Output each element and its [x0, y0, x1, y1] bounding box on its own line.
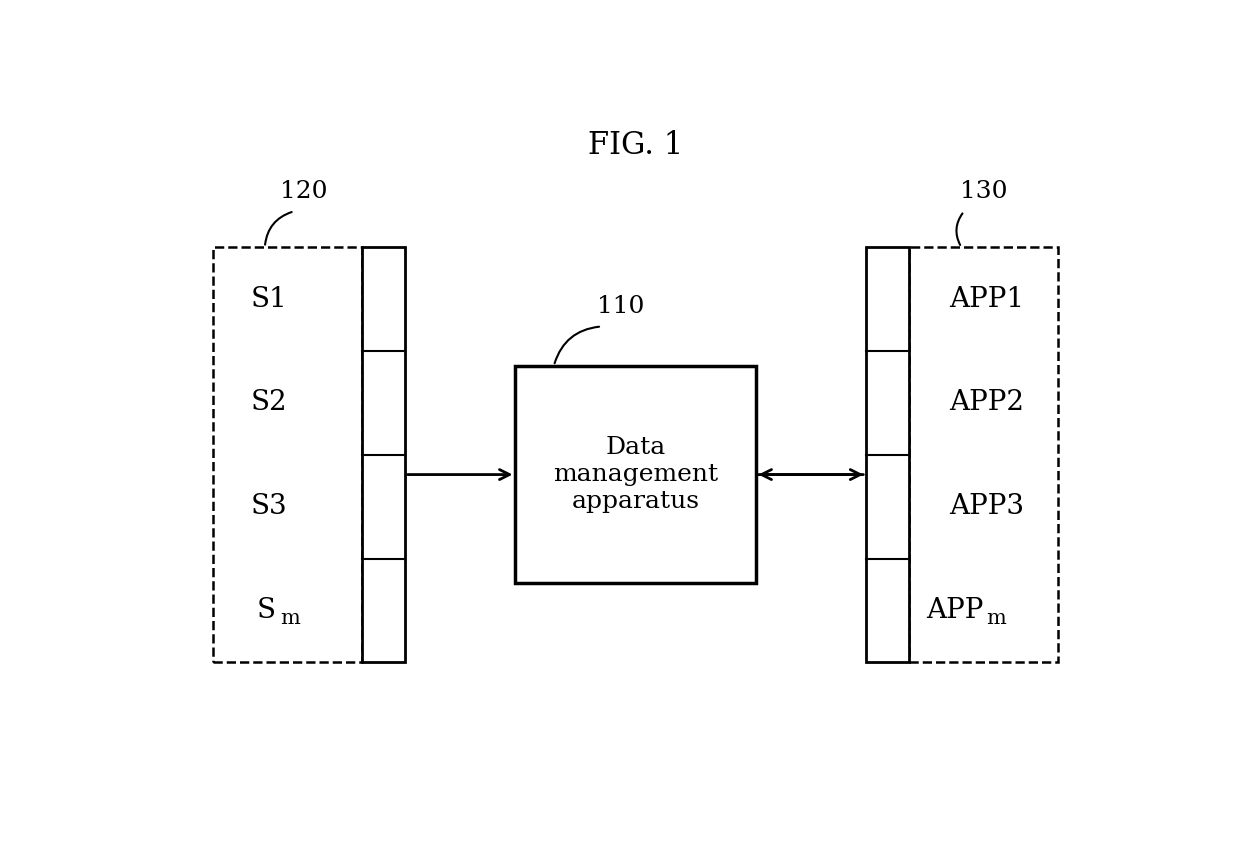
Text: m: m: [986, 609, 1006, 628]
Text: S2: S2: [250, 390, 288, 416]
Bar: [362, 247, 404, 662]
Bar: [866, 247, 909, 662]
Text: APP: APP: [926, 597, 983, 624]
Text: FIG. 1: FIG. 1: [588, 130, 683, 161]
Bar: [213, 247, 362, 662]
Text: APP2: APP2: [950, 390, 1024, 416]
Text: 110: 110: [596, 295, 645, 318]
Text: S3: S3: [250, 493, 288, 520]
Text: m: m: [280, 609, 300, 628]
Text: S1: S1: [250, 286, 288, 313]
Text: Data
management
apparatus: Data management apparatus: [553, 436, 718, 513]
Bar: [909, 247, 1058, 662]
Bar: [516, 366, 755, 583]
Text: 120: 120: [280, 180, 327, 203]
Text: APP1: APP1: [950, 286, 1024, 313]
Text: 130: 130: [960, 180, 1007, 203]
Text: APP3: APP3: [950, 493, 1024, 520]
Text: S: S: [257, 597, 275, 624]
